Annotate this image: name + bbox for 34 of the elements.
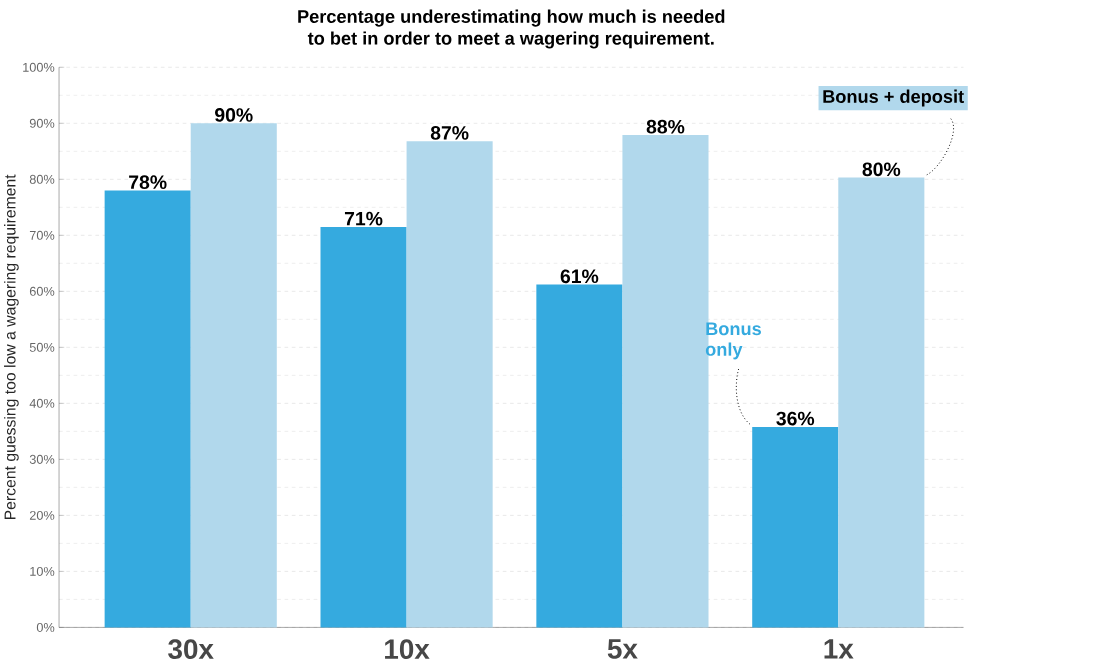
text: Bonus only xyxy=(705,322,761,360)
x-tick-label: 1x xyxy=(824,639,854,659)
y-tick-label: 90% xyxy=(29,118,55,128)
y-tick-label: 30% xyxy=(29,454,55,464)
data-label: 36% xyxy=(776,411,815,426)
data-label: 90% xyxy=(215,108,253,122)
y-tick-label: 80% xyxy=(29,174,55,184)
data-label: 71% xyxy=(344,211,383,226)
y-tick-label: 50% xyxy=(29,342,55,352)
y-tick-label: 70% xyxy=(29,230,55,240)
chart-title: Percentage underestimating how much is needed to bet in order to meet a wagering requirement. xyxy=(298,9,725,49)
data-label: 88% xyxy=(646,119,685,134)
data-label: 80% xyxy=(862,162,901,177)
bar xyxy=(320,226,407,628)
x-tick-label: 5x xyxy=(607,639,638,659)
y-tick-label: 40% xyxy=(29,398,55,408)
x-tick-label: 30x xyxy=(168,639,214,660)
y-tick-label: 20% xyxy=(29,510,55,520)
bar xyxy=(190,123,277,628)
bar xyxy=(406,141,493,628)
bar xyxy=(752,426,839,628)
data-label: 87% xyxy=(430,126,469,140)
x-tick-label: 10x xyxy=(385,639,430,660)
bar xyxy=(838,177,925,628)
y-axis-title: Percent guessing too low a wagering requirement xyxy=(4,174,19,520)
bar xyxy=(536,284,623,628)
y-tick-label: 10% xyxy=(30,566,55,576)
bar xyxy=(104,190,191,628)
text: Bonus + deposit xyxy=(823,89,964,107)
y-tick-label: 0% xyxy=(36,622,55,632)
y-tick-label: 60% xyxy=(29,286,55,296)
data-label: 61% xyxy=(560,269,599,284)
data-label: 78% xyxy=(129,175,167,190)
y-tick-label: 100% xyxy=(23,62,55,72)
